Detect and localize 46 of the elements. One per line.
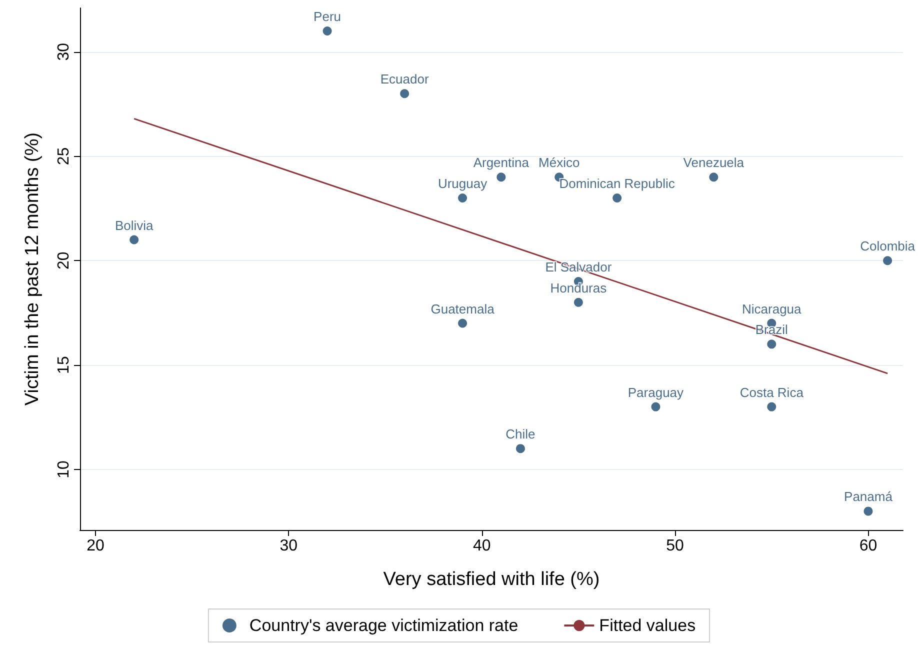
annotation: Argentina — [473, 155, 530, 170]
annotation: Costa Rica — [740, 384, 804, 400]
point — [651, 402, 660, 412]
point — [400, 89, 410, 98]
annotation: Nicaragua — [742, 301, 802, 316]
point — [130, 235, 139, 244]
point — [458, 194, 468, 203]
point — [864, 506, 873, 516]
annotation: Uruguay — [438, 176, 488, 192]
x-tick-label: 20 — [86, 538, 104, 554]
annotation: Honduras — [550, 280, 608, 296]
annotation: Chile — [506, 426, 536, 442]
x-tick-label: 30 — [280, 538, 298, 554]
legend-label: Fitted values — [599, 616, 696, 635]
annotation: Dominican Republic — [559, 176, 676, 192]
annotation: Venezuela — [683, 155, 745, 170]
point — [322, 26, 332, 36]
point — [767, 402, 776, 412]
x-tick-label: 60 — [859, 538, 878, 554]
point — [458, 318, 468, 328]
y-axis-title: Victim in the past 12 months (%) — [22, 132, 43, 406]
annotation: México — [538, 155, 580, 170]
y-tick-label: 15 — [56, 356, 72, 374]
point — [612, 194, 622, 203]
x-axis-title: Very satisfied with life (%) — [383, 569, 600, 590]
y-tick-label: 30 — [56, 42, 72, 61]
annotation: Guatemala — [430, 301, 496, 316]
legend-label: Country's average victimization rate — [249, 616, 518, 635]
point — [883, 256, 892, 266]
annotation: Brazil — [755, 322, 788, 338]
annotation: Ecuador — [380, 72, 430, 87]
point — [574, 298, 583, 307]
annotation: Bolivia — [114, 218, 154, 233]
annotation: Panamá — [844, 489, 894, 504]
x-tick-label: 40 — [472, 538, 491, 554]
point — [516, 444, 525, 454]
annotation: Paraguay — [628, 384, 684, 400]
point — [709, 172, 718, 182]
annotation: Colombia — [860, 238, 916, 254]
point — [767, 340, 776, 349]
y-tick-label: 10 — [56, 460, 72, 478]
x-tick-label: 50 — [666, 538, 684, 554]
annotation: Peru — [314, 8, 342, 24]
y-tick-label: 20 — [56, 252, 72, 270]
y-tick-label: 25 — [56, 147, 72, 166]
point — [496, 172, 506, 182]
